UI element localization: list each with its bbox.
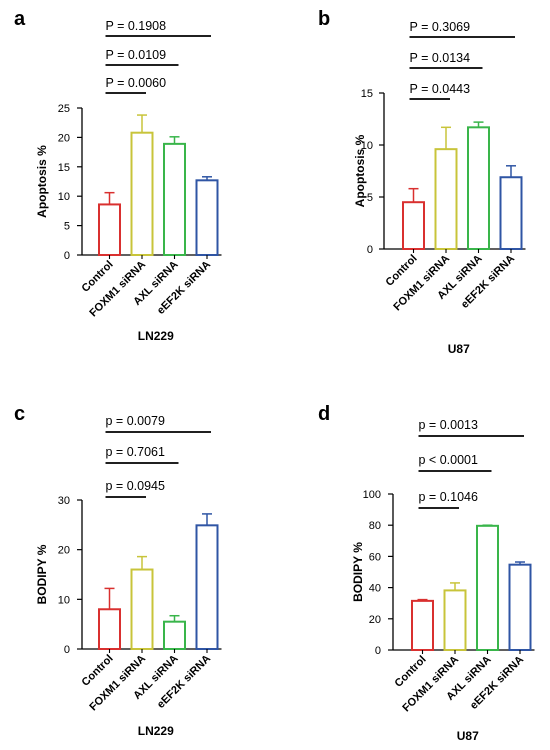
y-tick-label: 60 [369,551,381,563]
y-tick-label: 5 [367,192,373,204]
bar [434,148,458,250]
bar [195,524,219,651]
chart-title: U87 [457,729,479,743]
panel-letter: b [318,8,330,30]
bar [130,568,154,650]
x-tick-label: FOXM1 siRNA [87,259,148,320]
y-axis-label: Apoptosis % [35,145,49,218]
bar [508,563,532,652]
y-tick-label: 0 [64,644,70,656]
y-tick-label: 10 [58,191,70,203]
x-tick-label: FOXM1 siRNA [391,253,452,314]
y-tick-label: 0 [375,645,381,657]
y-axis-label: BODIPY % [351,542,365,602]
p-value-label: p = 0.7061 [106,445,165,459]
y-tick-label: 20 [58,132,70,144]
y-tick-label: 40 [369,583,381,595]
p-value-label: P = 0.0060 [106,76,167,90]
x-tick-label: FOXM1 siRNA [400,654,461,715]
bar [130,131,154,256]
y-tick-label: 20 [369,614,381,626]
p-value-label: P = 0.3069 [410,20,471,34]
p-value-label: P = 0.0134 [410,51,471,65]
p-value-label: P = 0.1908 [106,19,167,33]
panel-letter: a [14,8,26,30]
p-value-label: p = 0.0079 [106,414,165,428]
y-tick-label: 5 [64,221,70,233]
bar [402,201,425,250]
panel-letter: c [14,403,25,425]
bar [467,126,490,250]
y-tick-label: 30 [58,495,70,507]
y-axis-label: Apoptosis % [353,134,367,207]
p-value-label: p = 0.1046 [419,490,478,504]
panel-letter: d [318,403,330,425]
bar [98,203,121,257]
p-value-label: p = 0.0013 [419,418,478,432]
y-tick-label: 10 [361,140,373,152]
y-tick-label: 0 [367,244,373,256]
bar [195,179,219,257]
p-value-label: p = 0.0945 [106,479,165,493]
bar [98,608,121,650]
y-tick-label: 100 [363,489,381,501]
p-value-label: P = 0.0443 [410,82,471,96]
y-tick-label: 15 [58,162,70,174]
y-tick-label: 15 [361,88,373,100]
p-value-label: P = 0.0109 [106,48,167,62]
bar [476,524,499,651]
p-value-label: p < 0.0001 [419,453,478,467]
bar [411,599,434,651]
bar [443,589,467,652]
chart-title: LN229 [138,724,174,738]
x-tick-label: FOXM1 siRNA [87,653,148,714]
chart-title: U87 [448,342,470,356]
chart-title: LN229 [138,329,174,343]
y-tick-label: 25 [58,103,70,115]
bar [163,620,186,651]
y-tick-label: 80 [369,520,381,532]
bar [499,176,523,251]
y-tick-label: 0 [64,250,70,262]
bar [163,142,186,256]
y-axis-label: BODIPY % [35,544,49,604]
y-tick-label: 20 [58,545,70,557]
y-tick-label: 10 [58,594,70,606]
